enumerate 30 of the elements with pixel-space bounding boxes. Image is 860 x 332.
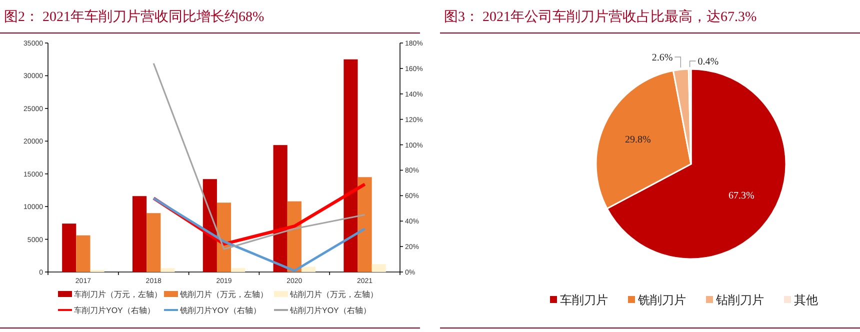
bar — [216, 202, 232, 272]
bar — [273, 145, 288, 272]
bar — [76, 235, 90, 272]
line-series — [152, 62, 366, 250]
bar — [358, 177, 372, 272]
bar — [160, 268, 175, 272]
bar — [231, 268, 246, 272]
legend-label: 钻削刀片 — [715, 293, 764, 307]
bar — [301, 266, 316, 272]
bar — [372, 264, 386, 272]
bar — [62, 224, 76, 272]
data-label: 29.8% — [624, 134, 651, 146]
legend-label: 铣削刀片 — [637, 293, 686, 307]
bar — [132, 196, 147, 272]
legend-label: 车削刀片YOY（右轴） — [74, 306, 155, 315]
line-series — [152, 197, 366, 272]
legend-label: 铣削刀片YOY（右轴） — [179, 306, 261, 315]
data-label: 67.3% — [728, 190, 754, 202]
legend-label: 铣削刀片（万元，左轴） — [179, 290, 268, 299]
bar — [344, 59, 358, 272]
chart-title: 图2： 2021年车削刀片营收同比增长约68% — [4, 9, 264, 25]
bar — [146, 213, 161, 272]
data-label: 0.4% — [698, 56, 719, 68]
chart-title: 图3： 2021年公司车削刀片营收占比最高，达67.3% — [444, 9, 757, 25]
legend-label: 其他 — [794, 293, 818, 307]
legend-label: 钻削刀片（万元，左轴） — [289, 290, 378, 299]
legend-label: 钻削刀片YOY（右轴） — [289, 306, 371, 315]
legend-label: 车削刀片 — [560, 293, 608, 307]
data-label: 2.6% — [652, 52, 673, 64]
legend-label: 车削刀片（万元，左轴） — [74, 290, 162, 299]
